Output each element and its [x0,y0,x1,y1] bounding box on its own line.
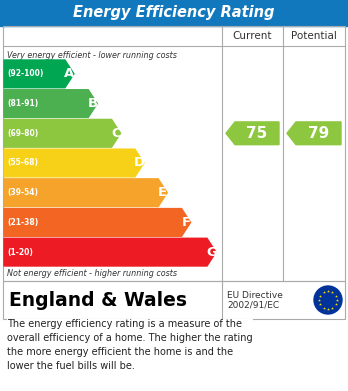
Text: (1-20): (1-20) [7,248,33,256]
Text: EU Directive: EU Directive [227,291,283,300]
Polygon shape [4,238,216,266]
Text: G: G [206,246,217,258]
Text: F: F [182,216,191,229]
Text: Energy Efficiency Rating: Energy Efficiency Rating [73,5,275,20]
Text: A: A [64,67,74,81]
Polygon shape [4,208,191,236]
Polygon shape [4,179,167,206]
Polygon shape [226,122,279,145]
Text: England & Wales: England & Wales [9,291,187,310]
Text: 79: 79 [308,126,329,141]
Text: Very energy efficient - lower running costs: Very energy efficient - lower running co… [7,50,177,59]
Bar [0,0,348,26]
Text: B: B [88,97,98,110]
Text: (69-80): (69-80) [7,129,38,138]
Text: 2002/91/EC: 2002/91/EC [227,301,279,310]
Polygon shape [4,149,144,177]
Text: (21-38): (21-38) [7,218,38,227]
Text: Potential: Potential [291,31,337,41]
Polygon shape [4,90,97,117]
Text: (92-100): (92-100) [7,69,44,78]
Bar [3,26,345,281]
Text: The energy efficiency rating is a measure of the
overall efficiency of a home. T: The energy efficiency rating is a measur… [7,319,253,371]
Polygon shape [4,119,121,147]
Text: 75: 75 [246,126,268,141]
Text: Not energy efficient - higher running costs: Not energy efficient - higher running co… [7,269,177,278]
Text: (81-91): (81-91) [7,99,38,108]
Polygon shape [4,60,74,88]
Circle shape [314,286,342,314]
Bar [3,281,345,319]
Polygon shape [287,122,341,145]
Text: (39-54): (39-54) [7,188,38,197]
Text: E: E [158,186,167,199]
Text: C: C [111,127,121,140]
Text: Current: Current [233,31,272,41]
Text: D: D [134,156,145,170]
Text: (55-68): (55-68) [7,158,38,167]
